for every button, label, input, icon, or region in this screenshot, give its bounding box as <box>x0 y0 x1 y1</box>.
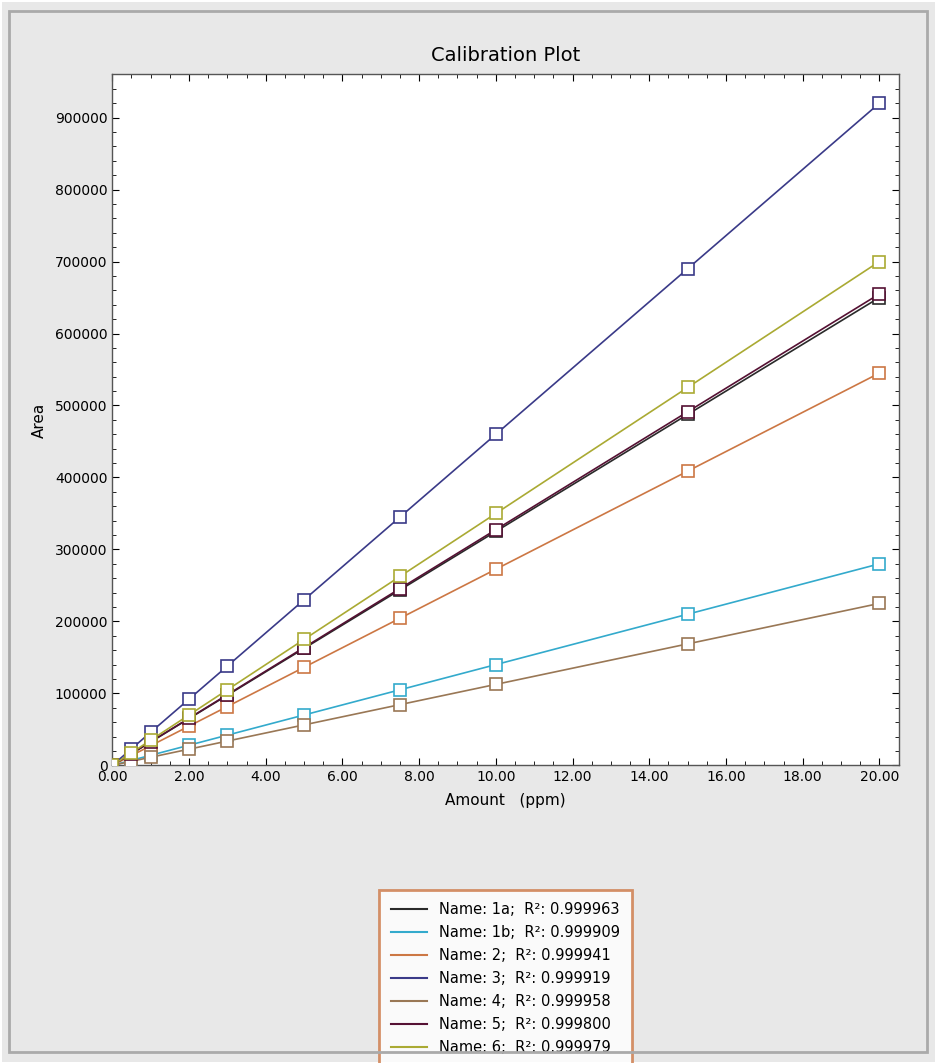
Legend: Name: 1a;  R²: 0.999963, Name: 1b;  R²: 0.999909, Name: 2;  R²: 0.999941, Name: : Name: 1a; R²: 0.999963, Name: 1b; R²: 0.… <box>379 890 632 1063</box>
Y-axis label: Area: Area <box>32 402 47 438</box>
X-axis label: Amount   (ppm): Amount (ppm) <box>446 793 565 808</box>
Title: Calibration Plot: Calibration Plot <box>431 46 580 65</box>
